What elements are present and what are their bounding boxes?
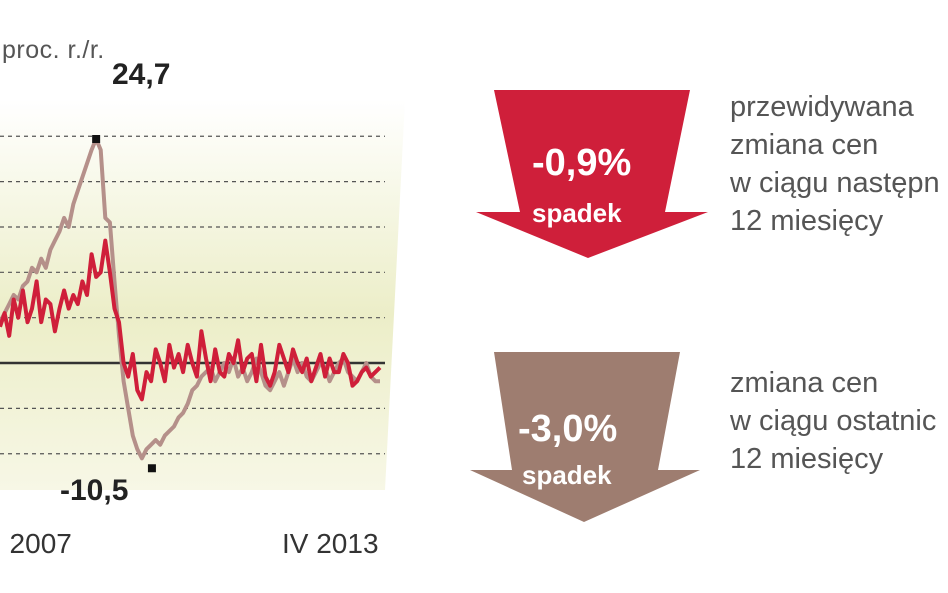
- past-change-value: -3,0%: [518, 408, 618, 450]
- plot-background: [0, 100, 405, 490]
- series-line-2: [0, 238, 382, 402]
- past-change-label: spadek: [522, 460, 612, 490]
- peak-min-label: -10,5: [60, 474, 129, 507]
- x-axis-start-label: I 2007: [0, 528, 72, 559]
- peak-max-marker: [92, 135, 101, 143]
- x-axis-end-label: IV 2013: [282, 528, 379, 559]
- forecast-description: przewidywana zmiana cen w ciągu następn …: [730, 88, 940, 240]
- arrow-down-red: [476, 90, 708, 258]
- series-lines: [0, 137, 382, 461]
- past-description: zmiana cen w ciągu ostatnic 12 miesięcy: [730, 364, 936, 478]
- past-description-line: zmiana cen: [730, 367, 879, 399]
- past-description-line: w ciągu ostatnic: [730, 405, 937, 437]
- forecast-change-label: spadek: [532, 198, 622, 228]
- past-description-line: 12 miesięcy: [730, 443, 884, 475]
- forecast-description-line: zmiana cen: [730, 129, 879, 161]
- peak-max-label: 24,7: [112, 58, 171, 91]
- unit-label: proc. r./r.: [2, 36, 105, 64]
- forecast-description-line: przewidywana: [730, 91, 914, 123]
- arrow-down-brown: [470, 352, 700, 522]
- forecast-description-line: 12 miesięcy: [730, 205, 884, 237]
- forecast-description-line: w ciągu następn: [730, 167, 940, 199]
- grid-lines: [0, 135, 385, 455]
- peak-min-marker: [147, 464, 156, 473]
- forecast-change-value: -0,9%: [532, 142, 632, 184]
